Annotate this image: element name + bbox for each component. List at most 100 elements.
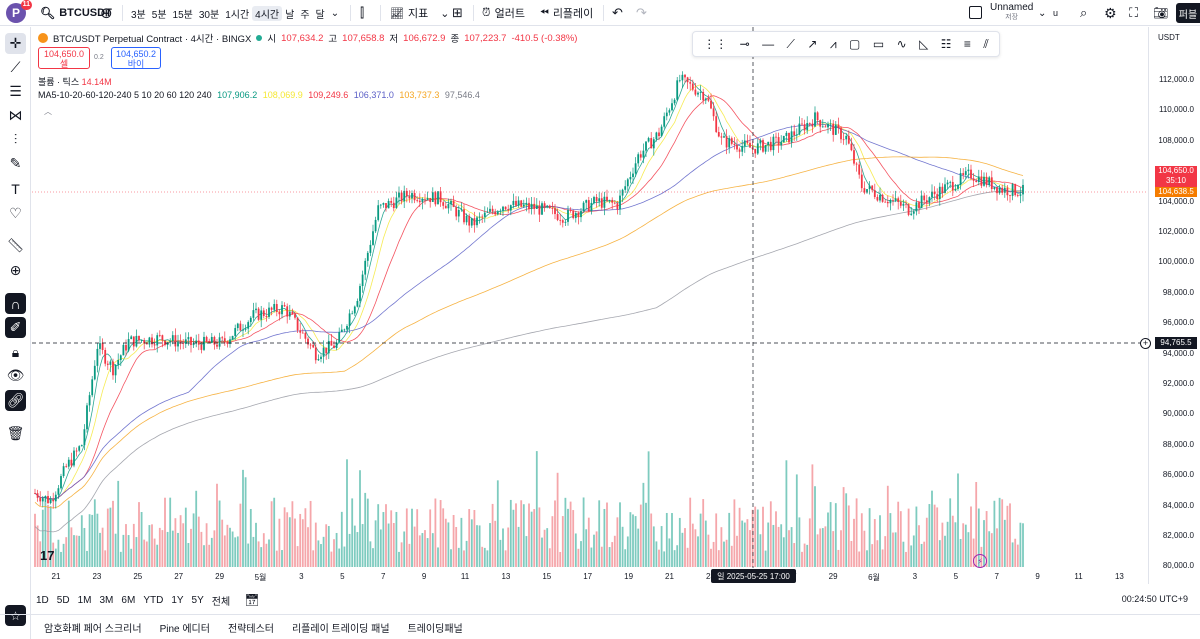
indicators-button[interactable]: 📈︎ 지표 ⌄ [390,0,449,26]
interval-30m[interactable]: 30분 [198,9,220,21]
brush-icon[interactable]: ✎ [9,155,22,171]
currency-label[interactable]: USDT [1158,33,1180,42]
chevron-down-icon[interactable]: ⌄ [330,7,340,19]
tab-pine-editor[interactable]: Pine 에디터 [159,623,210,635]
range-5y[interactable]: 5Y [191,594,204,606]
zoom-in-icon[interactable]: ⊕ [9,262,22,278]
candle-type-icon[interactable]: ⫿ [360,5,365,20]
date-range-icon[interactable]: 📅︎ [244,593,260,607]
lightning-icon[interactable]: ⚡ [973,554,987,568]
interval-week[interactable]: 주 [300,9,310,21]
candle-body [413,193,416,201]
range-ytd[interactable]: YTD [143,594,164,606]
user-avatar[interactable]: P 11 [6,0,32,23]
magnet-icon[interactable]: ∩ [5,293,26,314]
interval-5m[interactable]: 5분 [151,9,167,21]
eye-icon[interactable]: 👁︎ [6,367,25,383]
volume-bar [247,543,250,567]
volume-bar [286,512,289,567]
buy-button[interactable]: 104,650.2 바이 [111,47,161,69]
range-all[interactable]: 전체 [211,596,231,608]
interval-1h[interactable]: 1시간 [225,9,250,21]
drag-handle-icon[interactable]: ⋮⋮ [703,37,728,51]
rectangle-icon[interactable]: ▢ [849,37,861,51]
horizontal-line-icon[interactable]: — [762,37,775,51]
plus-icon[interactable]: + [1140,338,1151,349]
path-icon[interactable]: ∿ [896,37,907,51]
ruler-icon[interactable]: 📏︎ [6,237,25,253]
collapse-legend-icon[interactable]: ︿ [44,107,52,116]
symbol-search[interactable]: 🔍︎ BTCUSDT [40,0,112,26]
tab-crypto-screener[interactable]: 암호화폐 페어 스크리너 [44,623,142,635]
tab-trading-panel[interactable]: 트레이딩패널 [407,623,463,635]
volume-bar [114,533,117,567]
volume-bar [806,544,809,567]
interval-3m[interactable]: 3분 [131,9,146,21]
volume-legend[interactable]: 볼륨 · 틱스 14.14M [38,75,112,88]
volume-bar [148,525,151,567]
lock-draw-icon[interactable]: ✐ [5,317,26,338]
volume-bar [819,528,822,567]
ma-legend[interactable]: MA5-10-20-60-120-240 5 10 20 60 120 240 … [38,90,480,100]
text-icon[interactable]: T [11,180,20,197]
interval-15m[interactable]: 15분 [172,9,193,21]
trend-line-icon[interactable]: ⟋ [10,59,21,75]
prediction-icon[interactable]: ⫶ [13,131,18,147]
chevron-down-icon[interactable]: ⌄ [1038,7,1047,19]
undo-icon[interactable]: ↶ [612,5,623,20]
symbol-title[interactable]: BTC/USDT Perpetual Contract · 4시간 · BING… [53,34,252,45]
layout-menu-icon[interactable]: u [1053,8,1059,18]
range-6m[interactable]: 6M [121,594,136,606]
interval-month[interactable]: 달 [315,9,325,21]
tradingview-logo[interactable]: 17 [40,548,55,563]
callout-icon[interactable]: ▭ [872,37,885,51]
candle-body [970,169,972,179]
crosshair-icon[interactable]: ✛ [5,33,26,54]
candle-body [400,192,403,202]
templates-icon[interactable]: ⊞ [452,5,463,20]
tab-replay-panel[interactable]: 리플레이 트레이딩 패널 [291,623,390,635]
fib-icon[interactable]: ☰ [9,83,22,99]
interval-4h[interactable]: 4시간 [252,5,283,21]
heart-icon[interactable]: ♡ [9,205,22,221]
price-chart[interactable] [32,27,1147,584]
link-icon[interactable]: 🔗︎ [5,390,26,411]
candle-body [915,202,918,212]
time-axis[interactable]: 21232527295월3579111315171921232527296월35… [32,568,1147,586]
clock[interactable]: 00:24:50 UTC+9 [1121,594,1188,604]
trend-line-icon[interactable]: ⟋ [786,36,795,51]
add-symbol-icon[interactable]: ⊕ [100,5,113,22]
alert-button[interactable]: ⏰︎ 얼러트 [482,0,525,26]
gear-icon[interactable]: ⚙ [1104,4,1117,21]
curve-icon[interactable]: ↗ [807,37,818,51]
redo-icon[interactable]: ↷ [636,5,647,20]
range-3m[interactable]: 3M [99,594,114,606]
trash-icon[interactable]: 🗑︎ [6,425,25,441]
checkbox-icon[interactable] [969,6,982,19]
channel-icon[interactable]: ≡ [963,37,971,51]
pattern-icon[interactable]: ⋈ [8,107,23,123]
layout-name[interactable]: Unnamed 저장 [990,3,1033,23]
tab-strategy-tester[interactable]: 전략테스터 [227,623,274,635]
volume-bar [450,549,452,567]
sell-button[interactable]: 104,650.0 셀 [38,47,90,69]
fib-retracement-icon[interactable]: ☷ [940,37,952,51]
lock-icon[interactable]: 🔒︎ [11,344,20,360]
range-1d[interactable]: 1D [36,594,49,606]
search-icon[interactable]: ⌕ [1080,5,1088,20]
interval-day[interactable]: 날 [285,9,295,21]
camera-icon[interactable]: 📷︎ [1153,6,1169,20]
range-1m[interactable]: 1M [77,594,92,606]
publish-button[interactable]: 퍼블 [1176,3,1200,23]
candle-body [125,344,127,351]
range-5d[interactable]: 5D [56,594,70,606]
horizontal-ray-icon[interactable]: ⊸ [739,37,750,51]
star-icon[interactable]: ☆ [5,605,26,626]
fib-fan-icon[interactable]: ⩘ [829,36,837,51]
range-1y[interactable]: 1Y [171,594,184,606]
triangle-icon[interactable]: ◺ [919,37,929,51]
ruler-icon[interactable]: ⫽ [983,36,989,51]
fullscreen-icon[interactable]: ⛶ [1129,5,1139,20]
price-axis[interactable]: USDT 112,000.0110,000.0108,000.0106,000.… [1148,27,1200,584]
replay-button[interactable]: ⏪︎ 리플레이 [540,0,593,26]
